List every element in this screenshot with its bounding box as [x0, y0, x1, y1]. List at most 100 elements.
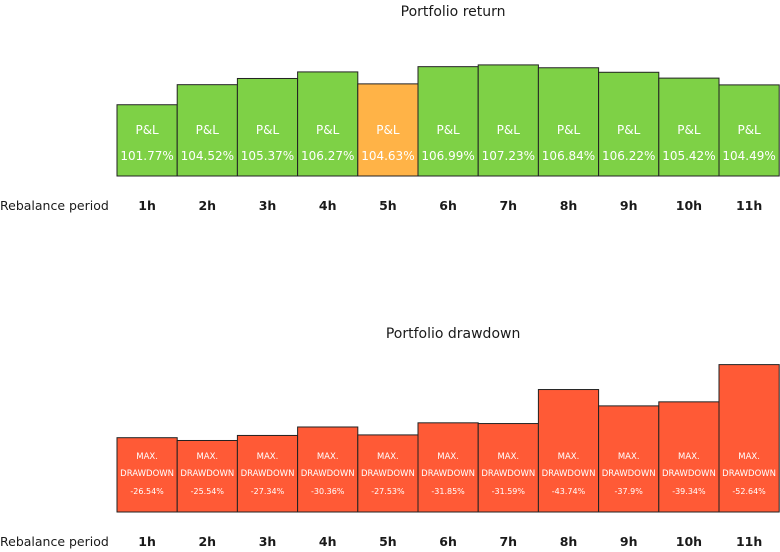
bar-value-label: 106.27%	[301, 149, 354, 163]
drawdown-x-tick-label: 4h	[319, 534, 337, 549]
return-x-tick-label: 10h	[676, 198, 702, 213]
return-x-tick-label: 1h	[138, 198, 156, 213]
bar-label: P&L	[677, 123, 701, 137]
return-x-tick-label: 5h	[379, 198, 397, 213]
return-bar	[236, 77, 299, 177]
bar-label-line-1: MAX.	[497, 452, 519, 462]
bar-value-label: 104.52%	[181, 149, 234, 163]
bar-label-line-1: MAX.	[317, 452, 339, 462]
bar-label-line-2: DRAWDOWN	[421, 469, 475, 479]
bar-label-line-1: MAX.	[196, 452, 218, 462]
bar-value-label: -25.54%	[191, 487, 225, 496]
return-bar	[477, 64, 539, 177]
bar-label: P&L	[256, 123, 280, 137]
drawdown-x-tick-label: 1h	[138, 534, 156, 549]
bar-label: P&L	[497, 123, 521, 137]
drawdown-bar	[297, 426, 359, 513]
bar-value-label: 105.37%	[241, 149, 294, 163]
drawdown-bar	[598, 405, 660, 513]
return-x-tick-label: 8h	[560, 198, 578, 213]
bar-value-label: 104.63%	[361, 149, 414, 163]
drawdown-x-tick-label: 5h	[379, 534, 397, 549]
return-x-tick-label: 3h	[259, 198, 277, 213]
return-bar	[297, 71, 359, 177]
bar-value-label: -30.36%	[311, 487, 345, 496]
drawdown-bar	[176, 439, 238, 513]
drawdown-bar	[718, 364, 780, 513]
bar-label: P&L	[737, 123, 761, 137]
bar-label: P&L	[617, 123, 641, 137]
return-x-tick-label: 11h	[736, 198, 762, 213]
drawdown-bar	[417, 422, 479, 513]
return-bar	[417, 66, 479, 177]
bar-label-line-2: DRAWDOWN	[542, 469, 596, 479]
bar-value-label: 106.84%	[542, 149, 595, 163]
drawdown-x-tick-label: 7h	[499, 534, 517, 549]
return-bar	[718, 84, 780, 177]
drawdown-x-tick-label: 6h	[439, 534, 457, 549]
bar-value-label: 104.49%	[722, 149, 775, 163]
return-x-tick-label: 4h	[319, 198, 337, 213]
bar-label: P&L	[135, 123, 159, 137]
bar-value-label: -27.34%	[251, 487, 285, 496]
bar-value-label: 106.99%	[421, 149, 474, 163]
return-x-tick-label: 2h	[198, 198, 216, 213]
drawdown-x-tick-label: 9h	[620, 534, 638, 549]
bar-value-label: -37.9%	[615, 487, 644, 496]
bar-label-line-2: DRAWDOWN	[120, 469, 174, 479]
bar-label: P&L	[557, 123, 581, 137]
drawdown-x-tick-label: 11h	[736, 534, 762, 549]
return-bar	[357, 83, 419, 177]
bar-label-line-1: MAX.	[377, 452, 399, 462]
bar-label-line-2: DRAWDOWN	[241, 469, 295, 479]
bar-value-label: 107.23%	[482, 149, 535, 163]
bar-value-label: -39.34%	[672, 487, 706, 496]
drawdown-x-tick-label: 10h	[676, 534, 702, 549]
bar-label-line-1: MAX.	[558, 452, 580, 462]
drawdown-chart-title: Portfolio drawdown	[386, 326, 521, 342]
bar-label-line-2: DRAWDOWN	[722, 469, 776, 479]
return-bar	[658, 77, 720, 177]
bar-value-label: -26.54%	[130, 487, 164, 496]
bar-label-line-2: DRAWDOWN	[180, 469, 234, 479]
drawdown-x-tick-label: 8h	[560, 534, 578, 549]
bar-label: P&L	[436, 123, 460, 137]
return-bar	[116, 104, 178, 177]
bar-label-line-2: DRAWDOWN	[602, 469, 656, 479]
bar-value-label: 101.77%	[120, 149, 173, 163]
bar-label-line-1: MAX.	[738, 452, 760, 462]
bar-label-line-1: MAX.	[618, 452, 640, 462]
bar-label-line-1: MAX.	[136, 452, 158, 462]
drawdown-bar	[236, 434, 299, 513]
drawdown-x-tick-label: 2h	[198, 534, 216, 549]
drawdown-bar	[537, 389, 600, 513]
return-x-tick-label: 6h	[439, 198, 457, 213]
bar-label-line-1: MAX.	[678, 452, 700, 462]
bar-value-label: -27.53%	[371, 487, 405, 496]
bar-value-label: 106.22%	[602, 149, 655, 163]
return-chart-title: Portfolio return	[401, 4, 506, 20]
drawdown-row-label: Rebalance period	[0, 534, 109, 549]
bar-label: P&L	[196, 123, 220, 137]
bar-label: P&L	[316, 123, 340, 137]
drawdown-bar	[658, 401, 720, 513]
bar-label-line-1: MAX.	[437, 452, 459, 462]
bar-label-line-2: DRAWDOWN	[481, 469, 535, 479]
return-bar	[176, 84, 238, 177]
bar-label-line-2: DRAWDOWN	[662, 469, 716, 479]
bar-label: P&L	[376, 123, 400, 137]
bar-value-label: 105.42%	[662, 149, 715, 163]
return-row-label: Rebalance period	[0, 198, 109, 213]
bar-label-line-2: DRAWDOWN	[361, 469, 415, 479]
bar-value-label: -31.59%	[492, 487, 526, 496]
bar-value-label: -31.85%	[431, 487, 465, 496]
bar-value-label: -43.74%	[552, 487, 586, 496]
return-bar	[598, 71, 660, 177]
bar-label-line-2: DRAWDOWN	[301, 469, 355, 479]
bar-label-line-1: MAX.	[257, 452, 279, 462]
drawdown-bar	[477, 423, 539, 513]
return-bar	[537, 67, 600, 177]
return-x-tick-label: 7h	[499, 198, 517, 213]
bar-value-label: -52.64%	[732, 487, 766, 496]
